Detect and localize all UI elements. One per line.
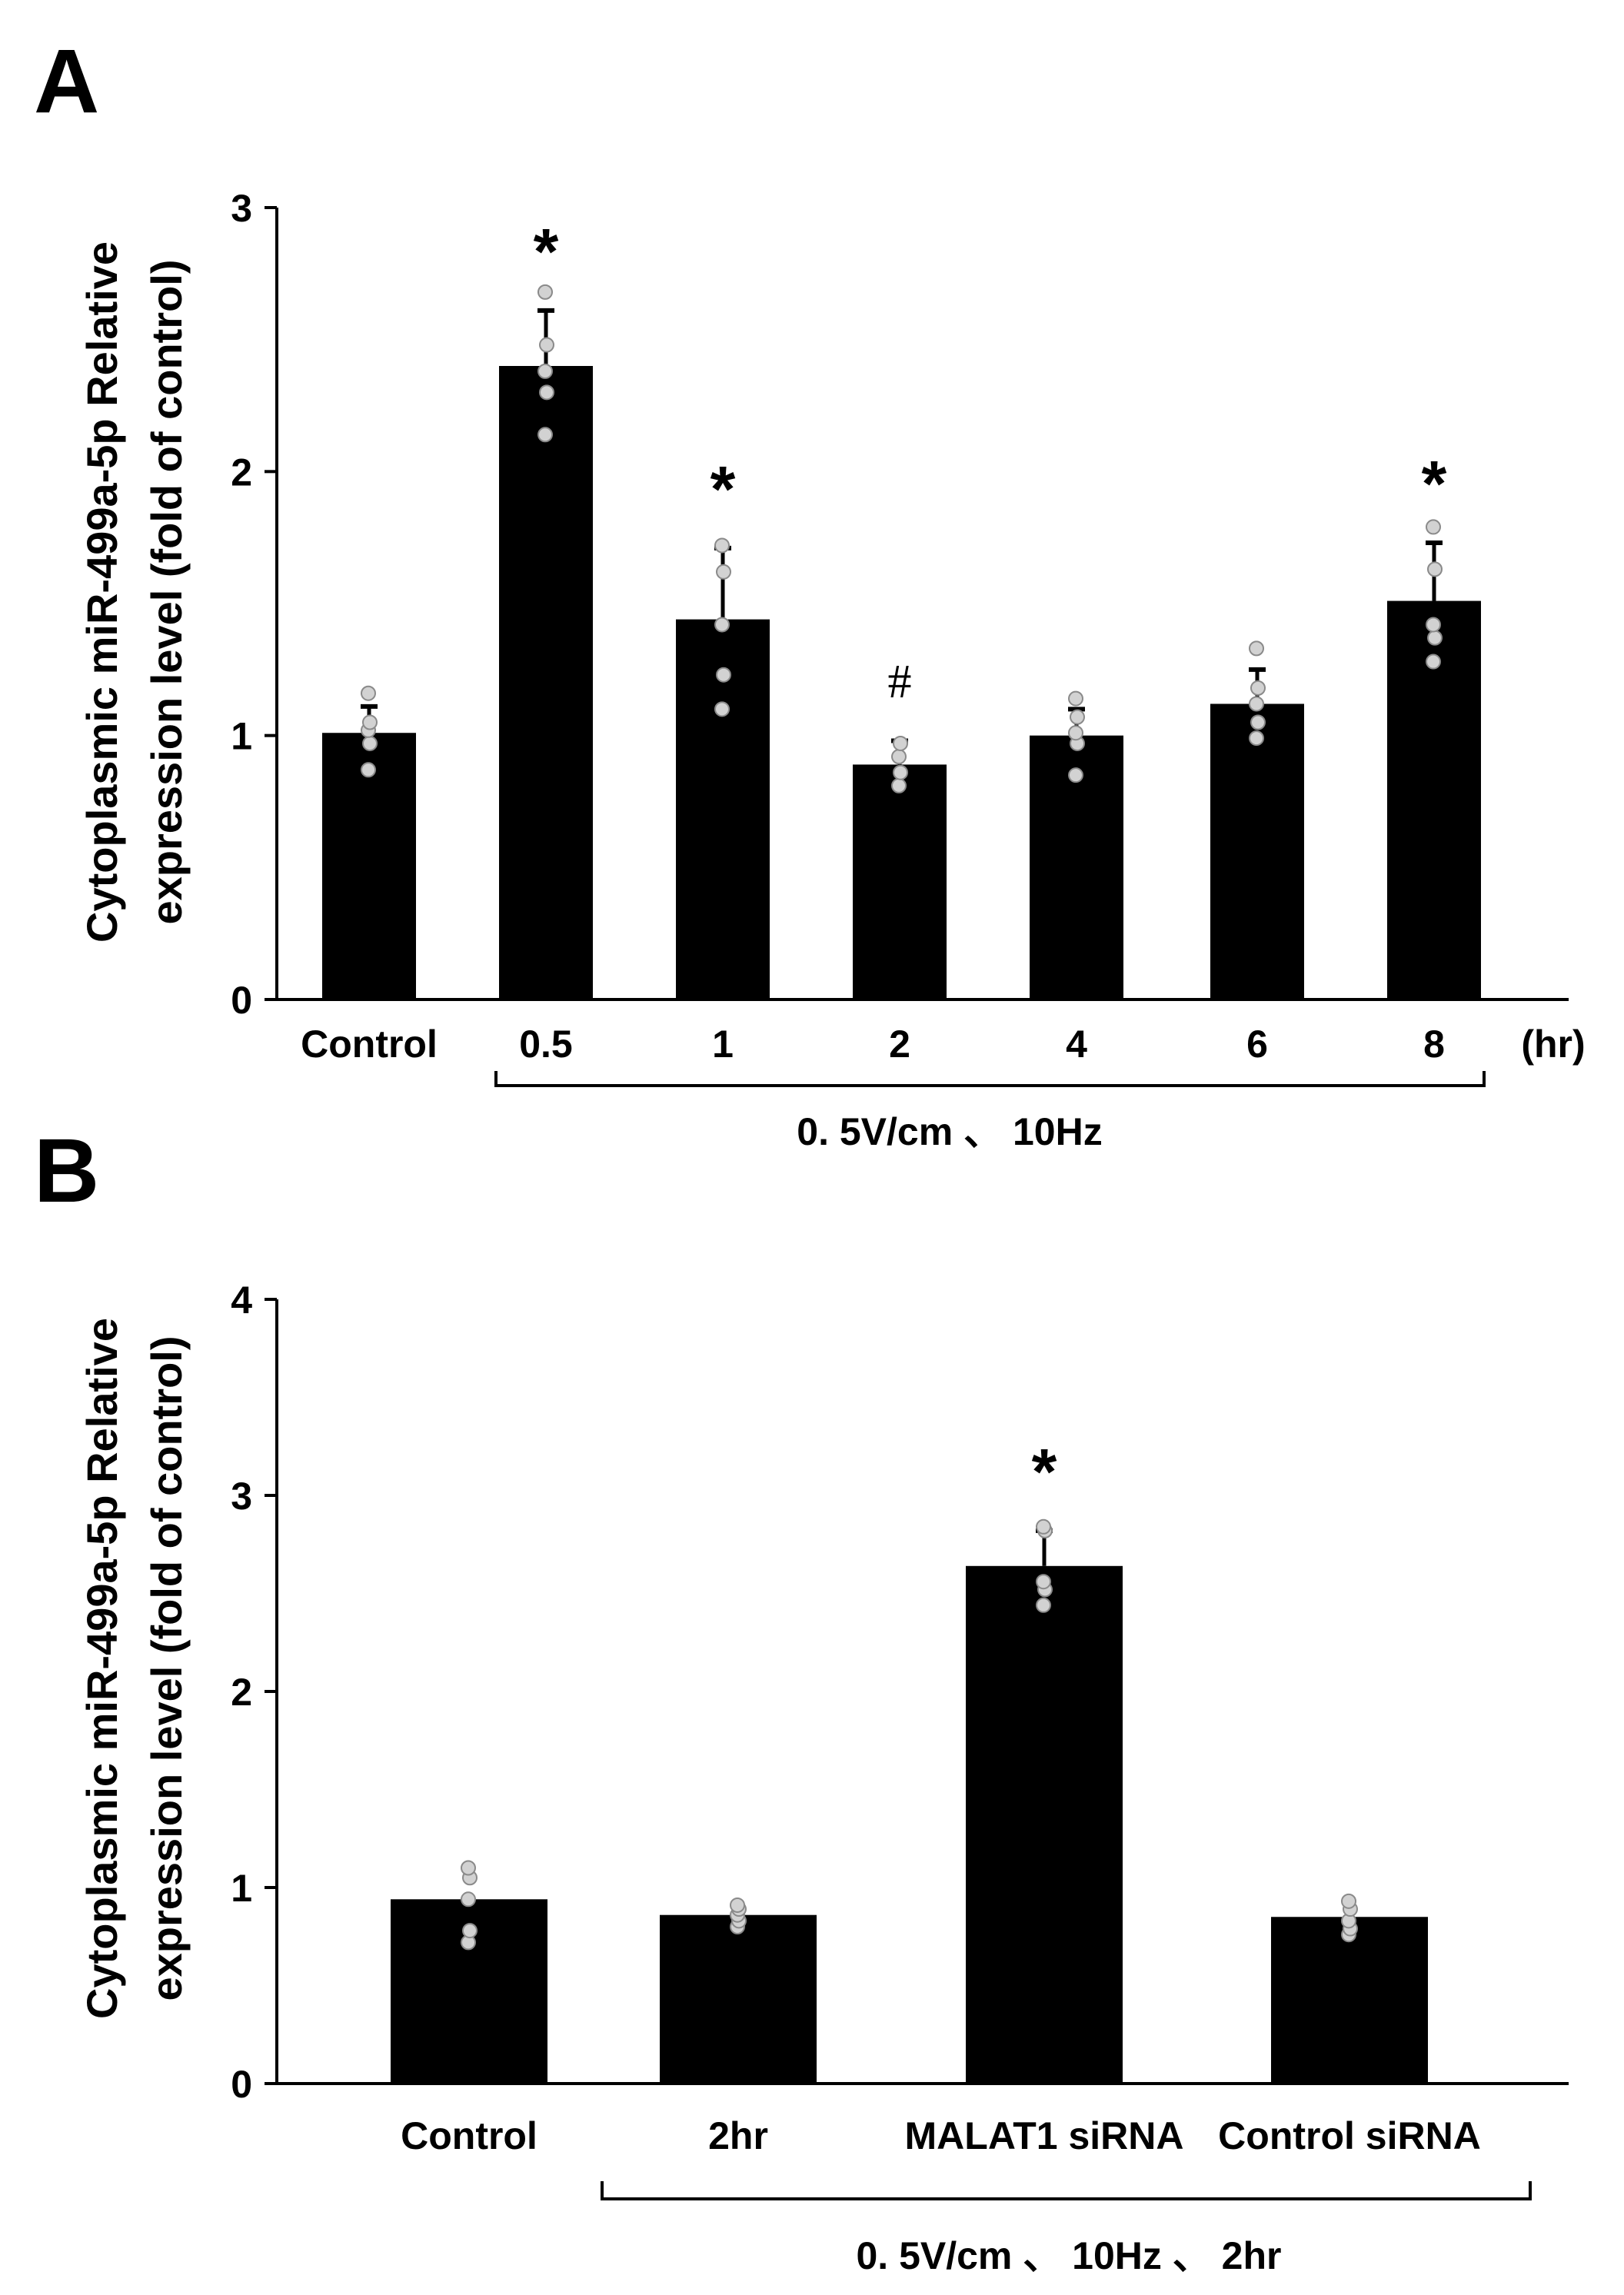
bar-4: [1271, 1917, 1428, 2084]
y-tick-label: 0: [231, 979, 252, 1022]
panel-b: B Cytoplasmic miR-499a-5p Relative expre…: [34, 1120, 1569, 2277]
bar-3: [676, 619, 770, 999]
data-point: [1250, 714, 1266, 730]
y-tick-label: 1: [231, 1867, 252, 1910]
y-axis-title-b-line1: Cytoplasmic miR-499a-5p Relative: [78, 1318, 126, 2019]
x-tick-label: 0.5: [519, 1023, 573, 1066]
data-point: [1068, 767, 1083, 783]
y-tick-label: 3: [231, 1475, 252, 1518]
data-point: [1249, 640, 1264, 657]
data-point: [714, 537, 730, 554]
x-tick-label: 1: [712, 1023, 734, 1066]
y-tick-label: 4: [231, 1279, 252, 1322]
bars-a: [322, 366, 1481, 999]
data-point: [714, 617, 730, 633]
data-point: [1426, 617, 1441, 633]
data-point: [362, 714, 378, 730]
data-point: [714, 701, 730, 717]
data-point: [891, 777, 907, 793]
y-tick-label: 1: [231, 715, 252, 758]
data-point: [361, 685, 376, 701]
significance-marks-b: *: [1032, 1435, 1057, 1508]
data-point: [1427, 561, 1443, 577]
data-point: [1341, 1893, 1356, 1909]
data-point: [537, 284, 553, 300]
y-tick-label: 2: [231, 451, 252, 494]
data-point: [1036, 1518, 1051, 1535]
y-tick-label: 2: [231, 1671, 252, 1714]
x-tick-label: 4: [1066, 1023, 1087, 1066]
data-point: [1426, 654, 1441, 670]
data-point: [537, 363, 553, 379]
group-label-a: 0. 5V/cm 、 10Hz: [797, 1110, 1102, 1153]
data-point: [891, 749, 907, 765]
x-tick-label: 8: [1423, 1023, 1445, 1066]
bar-2: [660, 1914, 817, 2084]
group-bracket-a: [494, 1071, 1486, 1087]
data-point: [539, 384, 554, 401]
data-point: [1068, 725, 1083, 741]
data-point: [1427, 630, 1443, 646]
bar-2: [499, 366, 593, 999]
bar-6: [1210, 703, 1304, 999]
x-tick-label: 6: [1246, 1023, 1268, 1066]
data-point: [716, 564, 731, 580]
significance-star: *: [1422, 447, 1447, 520]
data-point: [1070, 709, 1085, 725]
bar-3: [966, 1565, 1123, 2084]
data-point: [1068, 690, 1083, 707]
axes-a: 0 1 2 3: [231, 187, 1569, 1022]
data-points-b: [461, 1518, 1358, 1951]
data-point: [1426, 519, 1441, 535]
y-axis-title-a-line1: Cytoplasmic miR-499a-5p Relative: [78, 241, 126, 943]
data-point: [730, 1897, 745, 1913]
y-tick-label: 3: [231, 187, 252, 230]
x-tick-label: 2: [889, 1023, 910, 1066]
significance-marks-a: * * # *: [534, 215, 1447, 708]
significance-hash: #: [888, 656, 912, 708]
x-tick-label: MALAT1 siRNA: [905, 2114, 1184, 2157]
data-point: [537, 427, 553, 443]
y-axis-title-b-line2: expression level (fold of control): [142, 1335, 191, 2001]
significance-star: *: [710, 453, 736, 525]
data-point: [1249, 696, 1264, 712]
group-bracket-b: [601, 2181, 1532, 2200]
data-point: [461, 1860, 476, 1876]
y-tick-label: 0: [231, 2063, 252, 2106]
bracket-line: [494, 1071, 1486, 1087]
x-tick-label: Control siRNA: [1218, 2114, 1481, 2157]
data-point: [362, 735, 378, 751]
data-point: [461, 1891, 476, 1908]
significance-star: *: [534, 215, 559, 288]
x-tick-label: Control: [301, 1023, 438, 1066]
data-point: [539, 337, 554, 353]
data-point: [1249, 730, 1264, 747]
bars-b: [391, 1565, 1428, 2084]
x-tick-label: 2hr: [708, 2114, 768, 2157]
x-tick-labels-b: Control 2hr MALAT1 siRNA Control siRNA: [401, 2114, 1481, 2157]
bracket-line: [601, 2181, 1532, 2200]
data-point: [1036, 1597, 1051, 1613]
data-point: [361, 762, 376, 778]
panel-letter-b: B: [34, 1120, 99, 1222]
x-unit-label-a: (hr): [1521, 1023, 1585, 1066]
data-point: [716, 667, 731, 683]
x-tick-label: Control: [401, 2114, 537, 2157]
significance-star: *: [1032, 1435, 1057, 1508]
bar-4: [853, 764, 947, 999]
x-tick-labels-a: Control 0.5 1 2 4 6 8: [301, 1023, 1445, 1066]
y-axis-title-a-line2: expression level (fold of control): [142, 259, 191, 924]
data-point: [1250, 680, 1266, 696]
panel-a: A Cytoplasmic miR-499a-5p Relative expre…: [34, 31, 1586, 1153]
data-point: [893, 735, 908, 751]
group-label-b: 0. 5V/cm 、 10Hz 、 2hr: [856, 2234, 1281, 2277]
data-point: [462, 1923, 478, 1939]
panel-letter-a: A: [34, 31, 99, 132]
data-point: [1036, 1574, 1051, 1590]
data-points-a: [361, 284, 1443, 793]
data-point: [893, 764, 908, 780]
